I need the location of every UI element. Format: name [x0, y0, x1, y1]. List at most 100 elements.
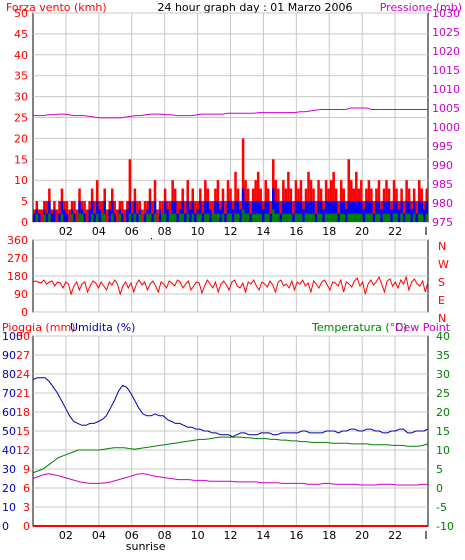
wind-min-bar — [400, 213, 403, 222]
x-tick-label: 12 — [224, 529, 238, 542]
x-tick-label: 18 — [322, 529, 336, 542]
wind-avg-bar — [355, 201, 358, 222]
x-tick-label: 14 — [256, 529, 270, 542]
wind-gust-bar — [116, 209, 119, 222]
humidity-tick-label: 90 — [2, 349, 16, 362]
wind-min-bar — [78, 213, 81, 222]
wind-min-bar — [360, 213, 363, 222]
wind-avg-bar — [50, 213, 54, 222]
wind-gust-bar — [151, 201, 154, 222]
wind-avg-bar — [392, 201, 396, 222]
wind-avg-bar — [83, 213, 86, 222]
wind-avg-bar — [234, 201, 237, 222]
wind-avg-bar — [370, 201, 373, 222]
wind-min-bar — [420, 213, 423, 222]
wind-min-bar — [304, 213, 308, 222]
wind-min-bar — [138, 213, 142, 222]
wind-min-bar — [339, 213, 343, 222]
pressure-tick-label: 1030 — [432, 7, 460, 20]
wind-min-bar — [289, 213, 293, 222]
wind-avg-bar — [181, 201, 184, 222]
wind-avg-bar — [269, 213, 273, 222]
wind-avg-bar — [216, 201, 220, 222]
wind-gust-bar — [68, 209, 71, 222]
wind-avg-bar — [224, 213, 227, 222]
wind-min-bar — [307, 213, 310, 222]
wind-gust-bar — [141, 209, 144, 222]
wind-min-bar — [100, 213, 104, 222]
wind-min-bar — [387, 213, 391, 222]
x-tick-label: 16 — [289, 529, 303, 542]
pressure-tick-label: 990 — [432, 159, 453, 172]
wind-avg-bar — [231, 209, 235, 222]
wind-gust-bar — [58, 201, 61, 222]
wind-avg-bar — [312, 201, 315, 222]
wind-avg-bar — [226, 201, 230, 222]
wind-min-bar — [206, 213, 210, 222]
wind-avg-bar — [153, 201, 157, 222]
wind-min-bar — [297, 213, 300, 222]
wind-avg-bar — [347, 201, 351, 222]
wind-min-bar — [370, 213, 373, 222]
wind-min-bar — [148, 213, 152, 222]
wind-min-bar — [287, 213, 290, 222]
wind-avg-bar — [319, 201, 323, 222]
rain-tick-label: 30 — [16, 330, 30, 343]
wind-min-bar — [256, 213, 260, 222]
wind-gust-bar — [136, 201, 139, 222]
wind-avg-bar — [264, 201, 267, 222]
wind-avg-bar — [402, 213, 406, 222]
wind-avg-bar — [63, 209, 66, 222]
wind-min-bar — [334, 213, 338, 222]
wind-avg-bar — [201, 213, 205, 222]
wind-avg-bar — [73, 213, 76, 222]
wind-avg-bar — [256, 201, 260, 222]
wind-min-bar — [327, 213, 330, 222]
wind-gust-bar — [224, 201, 227, 222]
direction-tick-label: 270 — [7, 252, 28, 265]
wind-avg-bar — [78, 201, 81, 222]
wind-tick-label: 15 — [14, 153, 28, 166]
wind-gust-bar — [337, 201, 340, 222]
x-tick-label: 06 — [125, 529, 139, 542]
wind-avg-bar — [390, 209, 393, 222]
wind-avg-bar — [362, 209, 366, 222]
wind-min-bar — [163, 213, 167, 222]
wind-min-bar — [312, 213, 315, 222]
wind-min-bar — [357, 213, 361, 222]
x-tick-label: 20 — [355, 225, 369, 238]
wind-min-bar — [161, 213, 164, 222]
wind-min-bar — [352, 213, 356, 222]
wind-avg-bar — [244, 201, 247, 222]
wind-avg-bar — [38, 213, 41, 222]
wind-tick-label: 30 — [14, 91, 28, 104]
wind-min-bar — [324, 213, 328, 222]
wind-avg-bar — [274, 201, 278, 222]
wind-avg-bar — [309, 201, 313, 222]
wind-avg-bar — [282, 201, 285, 222]
wind-min-bar — [80, 213, 84, 222]
x-tick-label: 12 — [224, 225, 238, 238]
wind-gust-bar — [83, 201, 86, 222]
wind-avg-bar — [239, 209, 242, 222]
wind-avg-bar — [246, 201, 250, 222]
wind-avg-bar — [251, 201, 255, 222]
wind-min-bar — [412, 213, 416, 222]
humidity-tick-label: 70 — [2, 387, 16, 400]
wind-avg-bar — [259, 201, 262, 222]
wind-avg-bar — [194, 213, 197, 222]
wind-avg-bar — [191, 201, 195, 222]
wind-avg-bar — [148, 201, 152, 222]
wind-min-bar — [282, 213, 285, 222]
wind-avg-bar — [136, 213, 139, 222]
humidity-temp-panel: 0102030405060708090100036912151821242730… — [2, 330, 454, 553]
compass-label: N — [438, 240, 446, 253]
wind-avg-bar — [186, 201, 189, 222]
wind-min-bar — [319, 213, 323, 222]
wind-avg-bar — [287, 201, 290, 222]
wind-avg-bar — [372, 213, 376, 222]
wind-min-bar — [146, 213, 149, 222]
wind-tick-label: 35 — [14, 70, 28, 83]
